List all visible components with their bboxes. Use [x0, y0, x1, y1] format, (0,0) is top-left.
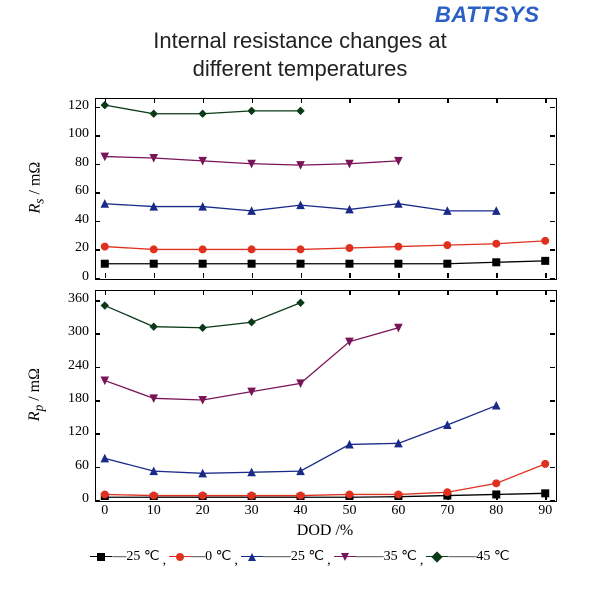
series-line-t0 — [105, 464, 545, 496]
yaxis-label: Rs / mΩ — [17, 178, 57, 198]
series-marker-t0 — [542, 460, 549, 467]
ytick-label: 60 — [51, 458, 89, 474]
brand-logo: BATTSYS — [435, 2, 540, 28]
series-marker-t25 — [542, 490, 549, 497]
xtick-label: 70 — [433, 503, 461, 519]
series-marker-tm45 — [199, 324, 206, 331]
xtick-label: 0 — [91, 503, 119, 519]
series-marker-t0 — [493, 240, 500, 247]
series-marker-t0 — [297, 246, 304, 253]
series-marker-t0 — [493, 480, 500, 487]
xtick-label: 20 — [189, 503, 217, 519]
xtick-label: 80 — [482, 503, 510, 519]
series-marker-tm45 — [101, 302, 108, 309]
series-marker-tm35 — [395, 324, 402, 331]
series-marker-t25 — [248, 260, 255, 267]
series-marker-tm35 — [101, 377, 108, 384]
series-line-tm25 — [105, 406, 496, 474]
series-line-t25 — [105, 261, 545, 264]
series-marker-t0 — [248, 246, 255, 253]
series-marker-t25 — [297, 260, 304, 267]
xtick-label: 30 — [238, 503, 266, 519]
ytick-label: 100 — [51, 126, 89, 142]
series-marker-t25 — [199, 260, 206, 267]
series-marker-tm45 — [150, 323, 157, 330]
series-marker-t0 — [542, 237, 549, 244]
series-marker-t0 — [199, 492, 206, 499]
legend-label: —0 ℃ — [191, 548, 231, 565]
ytick-label: 300 — [51, 324, 89, 340]
legend-label: —25 ℃ — [112, 548, 159, 565]
series-marker-t0 — [199, 246, 206, 253]
series-marker-t0 — [297, 492, 304, 499]
top-panel-plot — [95, 98, 555, 278]
ytick-label: 240 — [51, 358, 89, 374]
legend-item-t25: —25 ℃ — [90, 548, 159, 565]
series-marker-tm45 — [248, 319, 255, 326]
series-marker-t0 — [346, 245, 353, 252]
series-marker-t0 — [346, 491, 353, 498]
series-marker-t25 — [444, 260, 451, 267]
series-marker-t25 — [542, 257, 549, 264]
xtick-label: 10 — [140, 503, 168, 519]
series-marker-tm45 — [297, 107, 304, 114]
series-marker-t25 — [150, 260, 157, 267]
series-marker-t0 — [444, 489, 451, 496]
series-marker-tm45 — [297, 299, 304, 306]
series-marker-t0 — [248, 492, 255, 499]
ytick-label: 120 — [51, 424, 89, 440]
chart-title-line1: Internal resistance changes at — [0, 28, 600, 54]
ytick-label: 0 — [51, 269, 89, 285]
series-marker-t0 — [101, 491, 108, 498]
yaxis-label: Rp / mΩ — [17, 385, 57, 405]
series-marker-t25 — [101, 260, 108, 267]
xtick-label: 90 — [531, 503, 559, 519]
xaxis-label: DOD /% — [95, 522, 555, 540]
legend-label: ——45 ℃ — [448, 548, 509, 565]
xtick-label: 50 — [335, 503, 363, 519]
ytick-label: 360 — [51, 291, 89, 307]
bottom-panel-plot — [95, 290, 555, 500]
ytick-label: 0 — [51, 491, 89, 507]
series-marker-t25 — [493, 491, 500, 498]
xtick-label: 40 — [287, 503, 315, 519]
legend-item-tm25: ——25 ℃ — [241, 548, 324, 565]
series-marker-t0 — [395, 243, 402, 250]
series-marker-tm25 — [444, 422, 451, 429]
series-marker-t25 — [346, 260, 353, 267]
series-marker-t0 — [150, 246, 157, 253]
chart-title-line2: different temperatures — [0, 56, 600, 82]
series-marker-tm45 — [150, 110, 157, 117]
legend-label: ——25 ℃ — [263, 548, 324, 565]
series-marker-t0 — [444, 242, 451, 249]
series-marker-tm45 — [199, 110, 206, 117]
series-marker-t25 — [493, 259, 500, 266]
ytick-label: 20 — [51, 240, 89, 256]
ytick-label: 40 — [51, 212, 89, 228]
series-marker-t0 — [150, 492, 157, 499]
xtick-label: 60 — [384, 503, 412, 519]
series-line-t0 — [105, 241, 545, 250]
series-marker-tm45 — [248, 107, 255, 114]
legend-item-tm35: ——35 ℃ — [334, 548, 417, 565]
series-marker-t25 — [395, 260, 402, 267]
legend-label: ——35 ℃ — [356, 548, 417, 565]
ytick-label: 80 — [51, 155, 89, 171]
legend-item-t0: —0 ℃ — [169, 548, 231, 565]
legend: —25 ℃,—0 ℃,——25 ℃,——35 ℃,——45 ℃ — [0, 548, 600, 569]
series-marker-tm25 — [493, 402, 500, 409]
ytick-label: 120 — [51, 98, 89, 114]
series-marker-t0 — [101, 243, 108, 250]
series-marker-tm45 — [101, 102, 108, 109]
series-marker-t0 — [395, 491, 402, 498]
legend-item-tm45: ——45 ℃ — [426, 548, 509, 565]
